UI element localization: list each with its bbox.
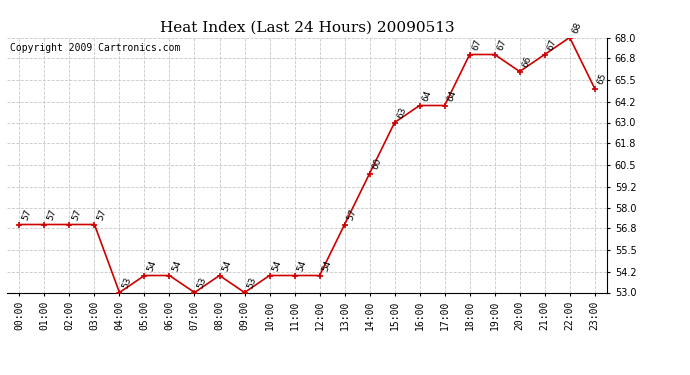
Text: 53: 53 <box>246 276 258 290</box>
Text: 54: 54 <box>221 259 233 273</box>
Text: 64: 64 <box>446 89 458 103</box>
Text: 67: 67 <box>546 38 558 52</box>
Text: Copyright 2009 Cartronics.com: Copyright 2009 Cartronics.com <box>10 43 180 52</box>
Text: 57: 57 <box>346 208 358 222</box>
Text: 53: 53 <box>196 276 208 290</box>
Text: 57: 57 <box>21 208 33 222</box>
Text: 67: 67 <box>496 38 509 52</box>
Text: 63: 63 <box>396 106 408 120</box>
Text: 64: 64 <box>421 89 433 103</box>
Text: 68: 68 <box>571 21 584 35</box>
Text: 54: 54 <box>146 259 158 273</box>
Text: 60: 60 <box>371 157 384 171</box>
Text: 57: 57 <box>96 208 108 222</box>
Text: 57: 57 <box>71 208 83 222</box>
Text: 67: 67 <box>471 38 484 52</box>
Text: 57: 57 <box>46 208 58 222</box>
Text: 53: 53 <box>121 276 133 290</box>
Text: 54: 54 <box>321 259 333 273</box>
Text: 54: 54 <box>171 259 184 273</box>
Text: 65: 65 <box>596 72 609 86</box>
Title: Heat Index (Last 24 Hours) 20090513: Heat Index (Last 24 Hours) 20090513 <box>160 21 454 35</box>
Text: 66: 66 <box>521 55 533 69</box>
Text: 54: 54 <box>271 259 284 273</box>
Text: 54: 54 <box>296 259 308 273</box>
